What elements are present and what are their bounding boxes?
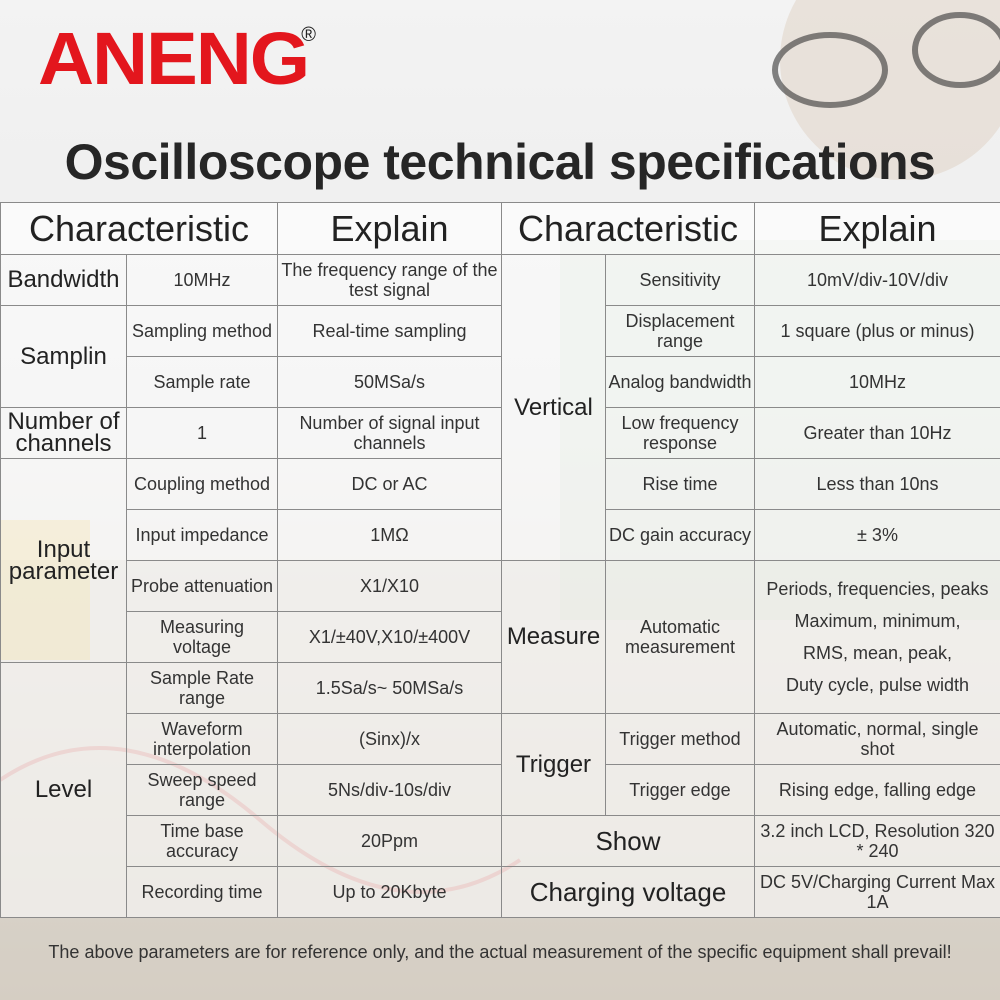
trigger-method-explain: Automatic, normal, single shot xyxy=(754,713,1000,765)
table-row: Input impedance 1MΩ DC gain accuracy ± 3… xyxy=(1,509,1000,561)
header-explain-left: Explain xyxy=(277,202,502,255)
bandwidth-label: Bandwidth xyxy=(0,254,127,306)
measure-line: Periods, frequencies, peaks xyxy=(766,579,989,599)
rise-time-label: Rise time xyxy=(605,458,755,510)
probe-label: Probe attenuation xyxy=(126,560,278,612)
recording-time-explain: Up to 20Kbyte xyxy=(277,866,502,918)
table-row: Measuring voltage X1/±40V,X10/±400V xyxy=(1,611,1000,663)
registered-mark: ® xyxy=(301,24,316,46)
table-row: Probe attenuation X1/X10 Measure Automat… xyxy=(1,560,1000,714)
trigger-method-label: Trigger method xyxy=(605,713,755,765)
measuring-voltage-explain: X1/±40V,X10/±400V xyxy=(277,611,502,663)
measuring-voltage-label: Measuring voltage xyxy=(126,611,278,663)
table-row: Recording time Up to 20Kbyte Charging vo… xyxy=(1,866,1000,918)
table-row: Number of channels 1 Number of signal in… xyxy=(0,407,1000,459)
sweep-speed-label: Sweep speed range xyxy=(126,764,278,816)
show-label: Show xyxy=(501,815,755,867)
sample-rate-range-explain: 1.5Sa/s~ 50MSa/s xyxy=(277,662,502,714)
table-row: Sweep speed range 5Ns/div-10s/div Trigge… xyxy=(1,764,1000,816)
table-row: Waveform interpolation (Sinx)/x Trigger … xyxy=(1,713,1000,816)
show-explain: 3.2 inch LCD, Resolution 320 * 240 xyxy=(754,815,1000,867)
table-row: Time base accuracy 20Ppm Show 3.2 inch L… xyxy=(1,815,1000,867)
channels-label: Number of channels xyxy=(0,407,127,459)
level-label: Level xyxy=(0,662,127,918)
displacement-explain: 1 square (plus or minus) xyxy=(754,305,1000,357)
charging-voltage-explain: DC 5V/Charging Current Max 1A xyxy=(754,866,1000,918)
brand-logo: ANENG ® xyxy=(38,17,316,100)
sample-rate-explain: 50MSa/s xyxy=(277,356,502,408)
disclaimer-note: The above parameters are for reference o… xyxy=(48,942,952,962)
charging-voltage-label: Charging voltage xyxy=(501,866,755,918)
measure-explain: Periods, frequencies, peaks Maximum, min… xyxy=(754,560,1000,714)
analog-bandwidth-label: Analog bandwidth xyxy=(605,356,755,408)
coupling-explain: DC or AC xyxy=(277,458,502,510)
dc-gain-explain: ± 3% xyxy=(754,509,1000,561)
sampling-method-label: Sampling method xyxy=(126,305,278,357)
header-characteristic-right: Characteristic xyxy=(501,202,755,255)
measure-line: Maximum, minimum, xyxy=(794,611,961,631)
waveform-interpolation-explain: (Sinx)/x xyxy=(277,713,502,765)
table-row: Samplin Sampling method Real-time sampli… xyxy=(0,305,1000,408)
bandwidth-value: 10MHz xyxy=(126,254,278,306)
table-row: Input parameter Coupling method DC or AC… xyxy=(0,458,1000,663)
low-frequency-label: Low frequency response xyxy=(605,407,755,459)
measure-line: Duty cycle, pulse width xyxy=(785,675,970,695)
impedance-explain: 1MΩ xyxy=(277,509,502,561)
sample-rate-range-label: Sample Rate range xyxy=(126,662,278,714)
waveform-interpolation-label: Waveform interpolation xyxy=(126,713,278,765)
channels-value: 1 xyxy=(126,407,278,459)
sensitivity-label: Sensitivity xyxy=(605,254,755,306)
sweep-speed-explain: 5Ns/div-10s/div xyxy=(277,764,502,816)
brand-name: ANENG xyxy=(38,17,310,100)
dc-gain-label: DC gain accuracy xyxy=(605,509,755,561)
measure-line: RMS, mean, peak, xyxy=(802,643,953,663)
sensitivity-explain: 10mV/div-10V/div xyxy=(754,254,1000,306)
rise-time-explain: Less than 10ns xyxy=(754,458,1000,510)
input-parameter-label: Input parameter xyxy=(0,458,127,663)
header-explain-right: Explain xyxy=(754,202,1000,255)
table-row: Bandwidth 10MHz The frequency range of t… xyxy=(0,254,1000,561)
analog-bandwidth-explain: 10MHz xyxy=(754,356,1000,408)
spec-table: Characteristic Explain Characteristic Ex… xyxy=(0,202,1000,918)
bandwidth-explain: The frequency range of the test signal xyxy=(277,254,502,306)
sampling-method-explain: Real-time sampling xyxy=(277,305,502,357)
trigger-edge-explain: Rising edge, falling edge xyxy=(754,764,1000,816)
table-row: Sample rate 50MSa/s Analog bandwidth 10M… xyxy=(1,356,1000,408)
vertical-label: Vertical xyxy=(501,254,606,561)
channels-explain: Number of signal input channels xyxy=(277,407,502,459)
time-base-explain: 20Ppm xyxy=(277,815,502,867)
page-title: Oscilloscope technical specifications xyxy=(64,134,936,190)
sample-rate-label: Sample rate xyxy=(126,356,278,408)
displacement-label: Displacement range xyxy=(605,305,755,357)
header-characteristic-left: Characteristic xyxy=(0,202,278,255)
coupling-label: Coupling method xyxy=(126,458,278,510)
sampling-label: Samplin xyxy=(0,305,127,408)
automatic-measurement-label: Automatic measurement xyxy=(605,560,755,714)
measure-label: Measure xyxy=(501,560,606,714)
recording-time-label: Recording time xyxy=(126,866,278,918)
trigger-edge-label: Trigger edge xyxy=(605,764,755,816)
trigger-label: Trigger xyxy=(501,713,606,816)
probe-explain: X1/X10 xyxy=(277,560,502,612)
table-header-row: Characteristic Explain Characteristic Ex… xyxy=(0,202,1000,255)
time-base-label: Time base accuracy xyxy=(126,815,278,867)
impedance-label: Input impedance xyxy=(126,509,278,561)
low-frequency-explain: Greater than 10Hz xyxy=(754,407,1000,459)
